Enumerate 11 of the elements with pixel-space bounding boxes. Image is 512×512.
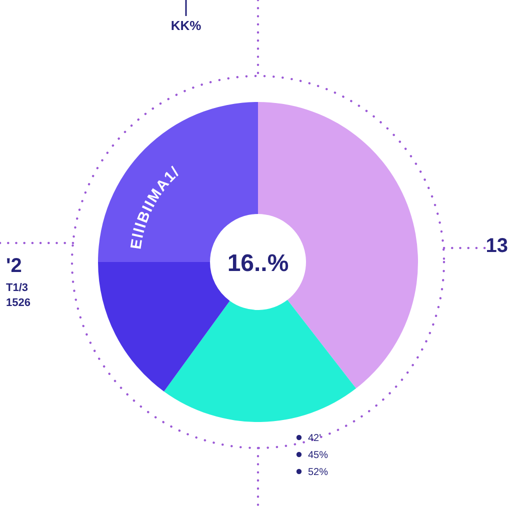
text: T1/3 (6, 282, 28, 294)
text: 16..% (227, 250, 289, 277)
donut-slice (164, 300, 356, 422)
text: 45% (308, 450, 328, 461)
text: 1526 (6, 297, 30, 309)
text: 42' (308, 433, 322, 444)
text: KK% (170, 18, 202, 33)
text: '2 (6, 255, 22, 277)
text: 13 (486, 235, 508, 257)
donut-slice (98, 262, 230, 392)
text: 52% (308, 467, 328, 478)
